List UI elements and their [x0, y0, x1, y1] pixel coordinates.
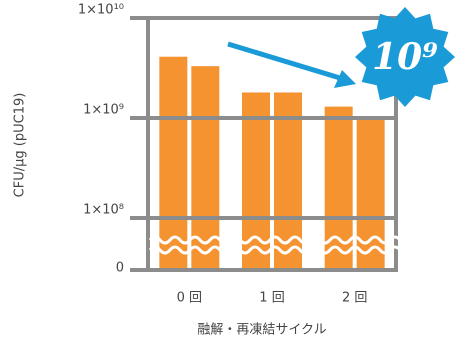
starburst: [355, 7, 455, 107]
bar: [324, 106, 353, 270]
annotation: 10⁹: [372, 36, 438, 78]
y-tick-label: 1×10⁸: [83, 203, 124, 218]
x-axis-label: 融解・再凍結サイクル: [197, 322, 326, 338]
axis-break: [148, 245, 412, 255]
x-tick-label: 1 回: [259, 291, 284, 306]
arrow: [227, 41, 341, 81]
axis-break: [148, 235, 412, 245]
x-tick-label: 0 回: [177, 291, 202, 306]
bar: [159, 56, 188, 270]
x-tick-label: 2 回: [342, 291, 367, 306]
bar: [191, 66, 220, 270]
bar: [356, 118, 385, 270]
y-tick-label: 0: [116, 261, 124, 276]
y-tick-label: 1×10¹⁰: [78, 3, 124, 18]
y-axis-label: CFU/µg (pUC19): [13, 93, 28, 198]
arrow-head: [334, 70, 356, 88]
y-tick-label: 1×10⁹: [83, 103, 124, 118]
bar: [242, 92, 270, 270]
